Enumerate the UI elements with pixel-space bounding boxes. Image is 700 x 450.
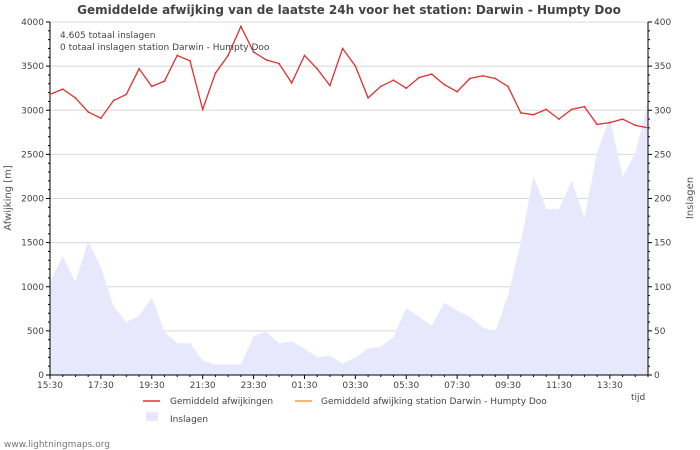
annotation-station-strikes: 0 totaal inslagen station Darwin - Humpt… bbox=[60, 43, 270, 53]
line-point bbox=[379, 85, 382, 88]
line-point bbox=[214, 72, 217, 75]
left-tick-label: 4000 bbox=[21, 18, 44, 28]
line-point bbox=[316, 67, 319, 70]
line-point bbox=[621, 118, 624, 120]
x-axis-label: tijd bbox=[631, 393, 645, 403]
left-tick-label: 2500 bbox=[21, 150, 44, 160]
right-tick-label: 350 bbox=[654, 62, 671, 72]
chart-title: Gemiddelde afwijking van de laatste 24h … bbox=[77, 3, 621, 17]
left-axis-ticks: 0 500 1000 1500 2000 2500 3000 3500 4000 bbox=[21, 18, 50, 381]
line-point bbox=[74, 97, 77, 99]
x-tick-label: 15:30 bbox=[37, 381, 63, 391]
line-point bbox=[252, 51, 255, 53]
right-tick-label: 0 bbox=[654, 371, 660, 381]
line-point bbox=[608, 121, 611, 124]
left-tick-label: 1000 bbox=[21, 283, 44, 293]
right-tick-label: 50 bbox=[654, 327, 666, 337]
line-point bbox=[507, 85, 509, 88]
left-tick-label: 3500 bbox=[21, 62, 44, 72]
line-point bbox=[570, 108, 573, 111]
line-point bbox=[303, 54, 306, 57]
deviation-line-layer bbox=[49, 24, 649, 129]
left-tick-label: 500 bbox=[27, 327, 44, 337]
x-tick-label: 03:30 bbox=[342, 381, 368, 391]
line-point bbox=[265, 59, 268, 61]
line-point bbox=[469, 77, 471, 80]
x-tick-label: 11:30 bbox=[546, 381, 572, 391]
x-tick-label: 07:30 bbox=[444, 381, 470, 391]
line-point bbox=[61, 88, 64, 90]
line-point bbox=[558, 118, 560, 120]
x-tick-label: 19:30 bbox=[139, 381, 165, 391]
inslagen-area-layer bbox=[50, 101, 648, 376]
legend-label-station: Gemiddeld afwijking station Darwin - Hum… bbox=[321, 397, 547, 407]
line-point bbox=[405, 87, 408, 90]
line-point bbox=[430, 73, 433, 75]
line-point bbox=[49, 93, 51, 96]
grid bbox=[50, 21, 648, 332]
line-point bbox=[100, 117, 102, 120]
line-point bbox=[176, 54, 179, 57]
x-axis-ticks: 15:30 17:30 19:30 21:30 23:30 01:30 03:30 05:30… bbox=[37, 375, 649, 391]
legend-label-strikes: Inslagen bbox=[170, 415, 208, 425]
x-tick-label: 09:30 bbox=[495, 381, 521, 391]
right-axis-ticks: 0 50 100 150 200 250 300 350 400 bbox=[648, 18, 671, 381]
left-tick-label: 3000 bbox=[21, 106, 44, 116]
line-point bbox=[392, 79, 395, 82]
line-point bbox=[583, 105, 586, 108]
right-tick-label: 400 bbox=[654, 18, 671, 28]
right-tick-label: 250 bbox=[654, 150, 671, 160]
line-point bbox=[290, 82, 293, 84]
line-point bbox=[545, 108, 548, 111]
x-tick-label: 13:30 bbox=[597, 381, 623, 391]
line-point bbox=[443, 83, 446, 86]
series-inslagen-area bbox=[50, 101, 648, 376]
line-point bbox=[240, 25, 242, 28]
line-point bbox=[418, 76, 420, 79]
line-point bbox=[227, 54, 230, 57]
line-point bbox=[87, 111, 90, 113]
left-tick-label: 0 bbox=[38, 371, 44, 381]
line-point bbox=[125, 93, 128, 96]
line-point bbox=[494, 77, 497, 80]
series-line-0 bbox=[49, 24, 649, 129]
line-point bbox=[634, 124, 637, 127]
line-point bbox=[532, 113, 535, 116]
line-point bbox=[329, 84, 331, 87]
right-tick-label: 300 bbox=[654, 106, 671, 116]
left-tick-label: 1500 bbox=[21, 239, 44, 249]
x-tick-label: 05:30 bbox=[393, 381, 419, 391]
line-point bbox=[481, 74, 484, 77]
line-point bbox=[163, 80, 166, 82]
legend-swatch-strikes bbox=[146, 412, 158, 421]
right-tick-label: 200 bbox=[654, 195, 671, 205]
line-point bbox=[138, 67, 141, 70]
line-point bbox=[150, 85, 153, 88]
right-tick-label: 100 bbox=[654, 283, 671, 293]
footer-credit: www.lightningmaps.org bbox=[4, 440, 110, 450]
line-point bbox=[201, 108, 204, 111]
legend: Gemiddeld afwijkingen Gemiddeld afwijkin… bbox=[143, 397, 547, 425]
line-point bbox=[341, 47, 344, 50]
x-tick-label: 01:30 bbox=[291, 381, 317, 391]
line-point bbox=[367, 97, 369, 99]
y-axis-left-label: Afwijking [m] bbox=[3, 165, 14, 231]
y-axis-right-label: Inslagen bbox=[685, 177, 696, 219]
line-point bbox=[519, 112, 522, 114]
line-point bbox=[456, 90, 458, 93]
line-point bbox=[189, 59, 191, 62]
x-tick-label: 23:30 bbox=[241, 381, 267, 391]
line-point bbox=[354, 65, 357, 67]
right-tick-label: 150 bbox=[654, 239, 671, 249]
x-tick-label: 21:30 bbox=[190, 381, 216, 391]
legend-label-deviations: Gemiddeld afwijkingen bbox=[170, 397, 273, 407]
line-point bbox=[596, 123, 598, 126]
line-point bbox=[278, 62, 280, 65]
x-tick-label: 17:30 bbox=[88, 381, 114, 391]
left-tick-label: 2000 bbox=[21, 195, 44, 205]
annotation-total-strikes: 4.605 totaal inslagen bbox=[60, 31, 155, 41]
line-point bbox=[112, 99, 115, 102]
